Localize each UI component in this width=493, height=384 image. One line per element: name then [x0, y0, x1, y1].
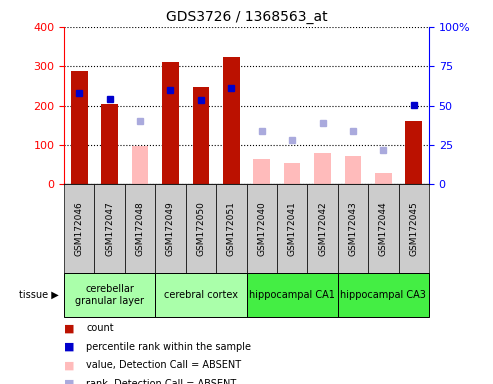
Text: GSM172040: GSM172040 [257, 201, 266, 256]
Text: GSM172041: GSM172041 [287, 201, 297, 256]
Bar [193, 87, 209, 184]
Text: ■: ■ [64, 342, 74, 352]
Bar [71, 71, 88, 184]
Bar [246, 273, 338, 317]
Bar [186, 184, 216, 273]
Text: tissue ▶: tissue ▶ [19, 290, 59, 300]
Bar [368, 184, 398, 273]
Text: GSM172051: GSM172051 [227, 201, 236, 256]
Bar [64, 184, 95, 273]
Text: GSM172049: GSM172049 [166, 201, 175, 256]
Bar [95, 184, 125, 273]
Bar [338, 273, 429, 317]
Bar [216, 184, 246, 273]
Text: rank, Detection Call = ABSENT: rank, Detection Call = ABSENT [86, 379, 237, 384]
Text: GSM172047: GSM172047 [105, 201, 114, 256]
Bar [253, 159, 270, 184]
Text: GSM172044: GSM172044 [379, 201, 388, 256]
Text: ■: ■ [64, 323, 74, 333]
Bar [345, 156, 361, 184]
Bar [223, 57, 240, 184]
Text: count: count [86, 323, 114, 333]
Text: GSM172045: GSM172045 [409, 201, 418, 256]
Text: hippocampal CA1: hippocampal CA1 [249, 290, 335, 300]
Text: cerebellar
granular layer: cerebellar granular layer [75, 284, 144, 306]
Bar [277, 184, 307, 273]
Bar [284, 163, 300, 184]
Text: GSM172043: GSM172043 [349, 201, 357, 256]
Bar [125, 184, 155, 273]
Bar [155, 273, 246, 317]
Bar [102, 104, 118, 184]
Bar [338, 184, 368, 273]
Text: ■: ■ [64, 360, 74, 370]
Bar [375, 173, 391, 184]
Text: GSM172050: GSM172050 [196, 201, 206, 256]
Bar [398, 184, 429, 273]
Text: GSM172042: GSM172042 [318, 201, 327, 256]
Text: ■: ■ [64, 379, 74, 384]
Text: percentile rank within the sample: percentile rank within the sample [86, 342, 251, 352]
Bar [162, 61, 179, 184]
Bar [405, 121, 422, 184]
Bar [155, 184, 186, 273]
Bar [246, 184, 277, 273]
Text: GDS3726 / 1368563_at: GDS3726 / 1368563_at [166, 10, 327, 23]
Bar [314, 153, 331, 184]
Text: cerebral cortex: cerebral cortex [164, 290, 238, 300]
Text: value, Detection Call = ABSENT: value, Detection Call = ABSENT [86, 360, 242, 370]
Text: GSM172048: GSM172048 [136, 201, 144, 256]
Text: hippocampal CA3: hippocampal CA3 [340, 290, 426, 300]
Bar [132, 146, 148, 184]
Bar [307, 184, 338, 273]
Bar [64, 273, 155, 317]
Text: GSM172046: GSM172046 [75, 201, 84, 256]
